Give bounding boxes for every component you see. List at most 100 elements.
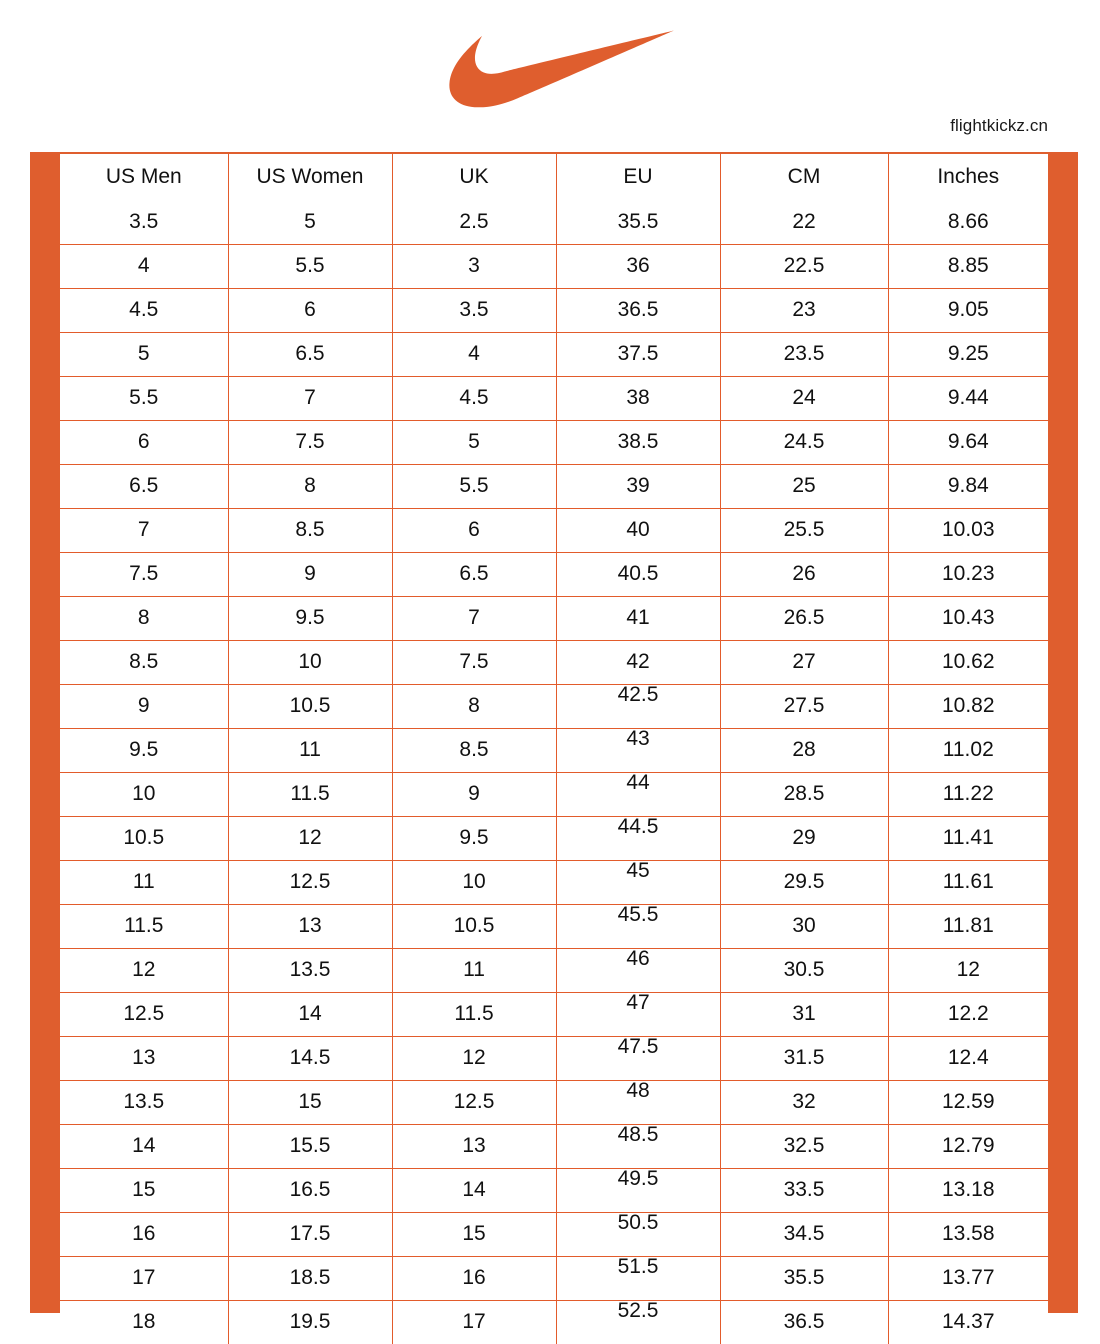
cell-inches: 8.85 xyxy=(887,243,1048,289)
cell-us-men: 7 xyxy=(60,507,229,553)
cell-eu: 36.5 xyxy=(555,287,721,333)
column-header-eu: EU xyxy=(555,154,721,200)
cell-us-men: 11.5 xyxy=(60,903,229,949)
size-conversion-table: US Men US Women UK EU CM Inches 3.5 5 2.5 35.5 22… xyxy=(60,154,1048,1344)
cell-cm: 26 xyxy=(719,551,889,597)
cell-eu: 45 xyxy=(555,859,721,905)
cell-us-men: 16 xyxy=(60,1211,229,1257)
cell-us-men: 13.5 xyxy=(60,1079,229,1125)
size-chart-frame: US Men US Women UK EU CM Inches 3.5 5 2.5 35.5 22… xyxy=(30,152,1078,1344)
table-row: 3.5 5 2.5 35.5 22 8.66 xyxy=(60,200,1048,245)
cell-inches: 11.81 xyxy=(887,903,1048,949)
cell-eu: 44 xyxy=(555,771,721,817)
table-row: 6.5 8 5.5 39 25 9.84 xyxy=(60,463,1048,509)
cell-uk: 10.5 xyxy=(391,903,557,949)
cell-us-women: 14.5 xyxy=(227,1035,393,1081)
left-accent-bar xyxy=(30,152,60,1313)
cell-eu: 49.5 xyxy=(555,1167,721,1213)
cell-cm: 36.5 xyxy=(719,1299,889,1344)
cell-inches: 8.66 xyxy=(887,200,1048,245)
cell-cm: 25 xyxy=(719,463,889,509)
cell-us-men: 7.5 xyxy=(60,551,229,597)
table-row: 9.5 11 8.5 43 28 11.02 xyxy=(60,727,1048,773)
cell-us-women: 12.5 xyxy=(227,859,393,905)
cell-us-men: 13 xyxy=(60,1035,229,1081)
cell-uk: 3 xyxy=(391,243,557,289)
cell-inches: 11.22 xyxy=(887,771,1048,817)
column-header-us-women: US Women xyxy=(227,154,393,200)
cell-eu: 52.5 xyxy=(555,1299,721,1344)
cell-eu: 38 xyxy=(555,375,721,421)
cell-us-men: 5 xyxy=(60,331,229,377)
cell-us-women: 7.5 xyxy=(227,419,393,465)
cell-uk: 11.5 xyxy=(391,991,557,1037)
cell-uk: 10 xyxy=(391,859,557,905)
table-row: 16 17.5 15 50.5 34.5 13.58 xyxy=(60,1211,1048,1257)
cell-cm: 22 xyxy=(719,200,889,245)
cell-us-women: 5.5 xyxy=(227,243,393,289)
table-row: 17 18.5 16 51.5 35.5 13.77 xyxy=(60,1255,1048,1301)
cell-uk: 15 xyxy=(391,1211,557,1257)
cell-us-women: 14 xyxy=(227,991,393,1037)
cell-cm: 27 xyxy=(719,639,889,685)
cell-us-men: 9.5 xyxy=(60,727,229,773)
cell-us-women: 11.5 xyxy=(227,771,393,817)
cell-us-women: 15 xyxy=(227,1079,393,1125)
cell-us-men: 6.5 xyxy=(60,463,229,509)
cell-eu: 48.5 xyxy=(555,1123,721,1169)
table-row: 11.5 13 10.5 45.5 30 11.81 xyxy=(60,903,1048,949)
cell-uk: 6 xyxy=(391,507,557,553)
right-accent-bar xyxy=(1048,152,1078,1313)
cell-uk: 8 xyxy=(391,683,557,729)
table-row: 5 6.5 4 37.5 23.5 9.25 xyxy=(60,331,1048,377)
cell-uk: 13 xyxy=(391,1123,557,1169)
column-header-us-men: US Men xyxy=(60,154,229,200)
cell-us-women: 6 xyxy=(227,287,393,333)
cell-uk: 2.5 xyxy=(391,200,557,245)
table-row: 13.5 15 12.5 48 32 12.59 xyxy=(60,1079,1048,1125)
cell-cm: 31.5 xyxy=(719,1035,889,1081)
cell-us-women: 19.5 xyxy=(227,1299,393,1344)
table-row: 6 7.5 5 38.5 24.5 9.64 xyxy=(60,419,1048,465)
cell-us-men: 12 xyxy=(60,947,229,993)
size-chart-grid: US Men US Women UK EU CM Inches 3.5 5 2.5 35.5 22… xyxy=(60,152,1048,1344)
cell-inches: 11.41 xyxy=(887,815,1048,861)
cell-eu: 45.5 xyxy=(555,903,721,949)
cell-eu: 42 xyxy=(555,639,721,685)
cell-inches: 10.03 xyxy=(887,507,1048,553)
cell-us-men: 4 xyxy=(60,243,229,289)
table-row: 12.5 14 11.5 47 31 12.2 xyxy=(60,991,1048,1037)
cell-us-men: 15 xyxy=(60,1167,229,1213)
cell-inches: 9.44 xyxy=(887,375,1048,421)
cell-uk: 14 xyxy=(391,1167,557,1213)
cell-us-women: 6.5 xyxy=(227,331,393,377)
table-row: 15 16.5 14 49.5 33.5 13.18 xyxy=(60,1167,1048,1213)
cell-inches: 9.84 xyxy=(887,463,1048,509)
cell-us-women: 9 xyxy=(227,551,393,597)
column-header-uk: UK xyxy=(391,154,557,200)
cell-cm: 28.5 xyxy=(719,771,889,817)
cell-uk: 9.5 xyxy=(391,815,557,861)
cell-inches: 12 xyxy=(887,947,1048,993)
cell-inches: 13.18 xyxy=(887,1167,1048,1213)
cell-cm: 23.5 xyxy=(719,331,889,377)
cell-cm: 29 xyxy=(719,815,889,861)
cell-us-men: 18 xyxy=(60,1299,229,1344)
column-header-cm: CM xyxy=(719,154,889,200)
cell-us-women: 10 xyxy=(227,639,393,685)
cell-eu: 39 xyxy=(555,463,721,509)
table-row: 10.5 12 9.5 44.5 29 11.41 xyxy=(60,815,1048,861)
table-row: 7 8.5 6 40 25.5 10.03 xyxy=(60,507,1048,553)
cell-uk: 4 xyxy=(391,331,557,377)
cell-uk: 12 xyxy=(391,1035,557,1081)
table-row: 4 5.5 3 36 22.5 8.85 xyxy=(60,243,1048,289)
cell-cm: 33.5 xyxy=(719,1167,889,1213)
cell-inches: 12.4 xyxy=(887,1035,1048,1081)
cell-uk: 11 xyxy=(391,947,557,993)
cell-eu: 41 xyxy=(555,595,721,641)
cell-us-men: 14 xyxy=(60,1123,229,1169)
cell-us-men: 5.5 xyxy=(60,375,229,421)
cell-inches: 11.61 xyxy=(887,859,1048,905)
cell-us-men: 12.5 xyxy=(60,991,229,1037)
cell-us-men: 3.5 xyxy=(60,200,229,245)
